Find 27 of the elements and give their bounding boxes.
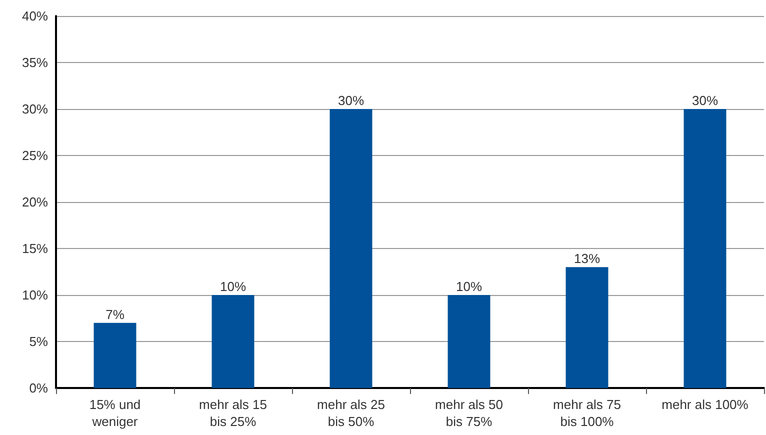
x-tick-label: mehr als 25 bis 50% xyxy=(317,397,385,429)
x-tick-label: mehr als 75 bis 100% xyxy=(553,397,621,429)
y-tick-label: 40% xyxy=(22,8,48,24)
data-label: 10% xyxy=(220,279,246,294)
data-label: 13% xyxy=(574,251,600,266)
bar xyxy=(684,109,726,388)
y-tick-label: 25% xyxy=(22,148,48,163)
bar xyxy=(566,267,608,388)
x-tick-label: mehr als 50 bis 75% xyxy=(435,397,503,429)
data-label: 10% xyxy=(456,279,482,294)
y-tick-label: 0% xyxy=(29,380,48,396)
x-tick-label: mehr als 15 bis 25% xyxy=(199,397,267,429)
y-tick-label: 35% xyxy=(22,55,48,70)
bar xyxy=(448,295,490,388)
y-tick-label: 10% xyxy=(22,288,48,302)
data-label: 7% xyxy=(106,306,125,322)
bar xyxy=(330,109,372,388)
bar xyxy=(212,295,254,388)
data-label: 30% xyxy=(692,93,718,108)
y-tick-label: 20% xyxy=(22,194,48,210)
bar xyxy=(94,322,136,388)
x-tick-label: 15% und weniger xyxy=(89,397,141,429)
y-tick-label: 15% xyxy=(22,241,48,256)
data-label: 30% xyxy=(338,93,364,108)
y-tick-label: 30% xyxy=(22,102,48,116)
y-tick-label: 5% xyxy=(29,334,48,349)
x-tick-label: mehr als 100% xyxy=(662,397,749,412)
